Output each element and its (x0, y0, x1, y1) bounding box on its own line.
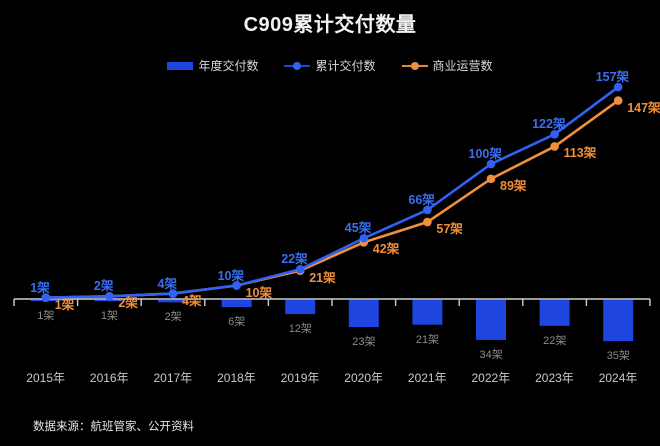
x-axis-label-2024年: 2024年 (598, 371, 638, 385)
x-axis-label-2018年: 2018年 (217, 371, 256, 385)
point-累计交付数-2022年 (486, 159, 496, 169)
point-商业运营数-2022年 (486, 174, 496, 184)
point-商业运营数-2023年 (550, 142, 559, 151)
point-累计交付数-2020年 (359, 233, 369, 243)
label-commercial-2024年: 147架 (627, 100, 660, 115)
label-cumulative-2019年: 22架 (281, 252, 308, 267)
x-axis-label-2021年: 2021年 (407, 371, 447, 385)
bar-swatch-icon (167, 61, 194, 70)
point-累计交付数-2023年 (550, 130, 559, 139)
bar-2018年 (221, 300, 252, 308)
label-commercial-2018年: 10架 (245, 285, 272, 300)
point-累计交付数-2016年 (105, 292, 114, 301)
label-cumulative-2017年: 4架 (157, 276, 177, 291)
label-commercial-2019年: 21架 (309, 270, 336, 285)
chart-legend: 年度交付数 累计交付数 商业运营数 (0, 57, 660, 74)
label-cumulative-2023年: 122架 (532, 117, 566, 132)
legend-item-cumulative-deliveries[interactable]: 累计交付数 (284, 57, 376, 74)
line-dot-blue-icon (284, 61, 311, 71)
point-商业运营数-2021年 (423, 217, 432, 227)
label-annual-2022年: 34架 (479, 348, 503, 361)
label-cumulative-2015年: 1架 (30, 280, 50, 295)
label-annual-2023年: 22架 (543, 334, 567, 347)
label-commercial-2017年: 4架 (182, 293, 202, 308)
source-note: 数据来源：航班管家、公开资料 (33, 421, 194, 433)
line-cumulative (45, 86, 619, 299)
label-annual-2017年: 2架 (164, 311, 182, 324)
legend-item-annual-deliveries[interactable]: 年度交付数 (167, 57, 258, 74)
label-cumulative-2024年: 157架 (595, 70, 630, 85)
bar-2019年 (285, 300, 316, 315)
x-axis-label-2015年: 2015年 (26, 371, 65, 385)
point-累计交付数-2024年 (613, 82, 623, 92)
label-commercial-2022年: 89架 (500, 178, 527, 193)
label-annual-2018年: 6架 (228, 316, 246, 329)
page-title: C909累计交付数量 (243, 14, 417, 36)
point-商业运营数-2024年 (613, 96, 623, 105)
label-annual-2024年: 35架 (606, 350, 630, 363)
label-annual-2020年: 23架 (352, 336, 376, 349)
point-累计交付数-2018年 (232, 281, 241, 290)
x-axis-label-2023年: 2023年 (535, 371, 574, 385)
x-axis-label-2020年: 2020年 (344, 371, 383, 385)
label-cumulative-2020年: 45架 (344, 221, 372, 236)
label-commercial-2015年: 1架 (54, 297, 75, 312)
bar-2023年 (539, 300, 570, 326)
label-cumulative-2021年: 66架 (408, 192, 435, 207)
bar-2017年 (158, 300, 188, 303)
label-commercial-2016年: 2架 (118, 296, 138, 311)
point-累计交付数-2019年 (295, 265, 305, 274)
legend-label-annual: 年度交付数 (198, 59, 259, 73)
point-累计交付数-2017年 (168, 289, 178, 298)
x-axis-label-2022年: 2022年 (471, 371, 511, 385)
x-axis-label-2016年: 2016年 (89, 371, 129, 385)
bar-2021年 (412, 300, 443, 325)
label-cumulative-2018年: 10架 (217, 268, 244, 283)
point-累计交付数-2015年 (41, 293, 51, 302)
bar-2020年 (348, 300, 379, 328)
line-dot-orange-icon (401, 61, 428, 71)
legend-label-cumulative: 累计交付数 (315, 59, 376, 73)
label-commercial-2020年: 42架 (372, 242, 400, 257)
label-cumulative-2022年: 100架 (468, 147, 502, 161)
label-cumulative-2016年: 2架 (93, 279, 114, 294)
bar-2022年 (476, 300, 506, 340)
legend-item-commercial-operation[interactable]: 商业运营数 (401, 57, 493, 74)
point-累计交付数-2021年 (423, 205, 432, 215)
x-axis-label-2019年: 2019年 (280, 371, 320, 385)
label-commercial-2023年: 113架 (563, 146, 597, 161)
label-annual-2015年: 1架 (37, 310, 55, 323)
bar-2024年 (603, 300, 634, 342)
label-annual-2021年: 21架 (415, 333, 440, 346)
label-commercial-2021年: 57架 (436, 222, 463, 237)
x-axis-label-2017年: 2017年 (153, 371, 193, 385)
label-annual-2016年: 1架 (100, 310, 119, 323)
label-annual-2019年: 12架 (288, 323, 312, 336)
legend-label-commercial: 商业运营数 (432, 59, 493, 73)
